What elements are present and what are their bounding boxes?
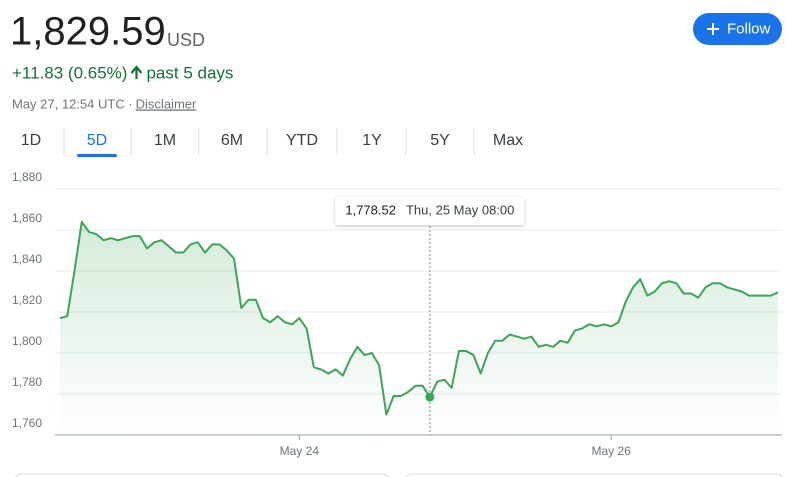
- y-tick-label: 1,760: [12, 416, 42, 430]
- follow-button-bg: [693, 13, 782, 45]
- follow-button[interactable]: Follow: [693, 13, 782, 45]
- currency: USD: [167, 30, 205, 50]
- timestamp: May 27, 12:54 UTC ·: [12, 96, 133, 111]
- follow-label: Follow: [727, 20, 771, 37]
- card-edge: [15, 473, 389, 477]
- y-tick-label: 1,880: [12, 170, 42, 184]
- y-tick-label: 1,780: [12, 375, 42, 389]
- plus-icon: [707, 23, 719, 35]
- price-line: [59, 220, 779, 416]
- price: 1,829.59: [10, 10, 166, 54]
- tab-indicator: [77, 154, 117, 157]
- disclaimer-link[interactable]: Disclaimer: [136, 96, 197, 111]
- hover-point: [425, 392, 435, 402]
- y-tick-label: 1,820: [12, 293, 42, 307]
- range-tabs: 1D 5D 1M 6M YTD 1Y 5Y Max: [21, 128, 523, 157]
- range-tab[interactable]: 1D: [21, 132, 41, 149]
- y-tick-label: 1,860: [12, 211, 42, 225]
- range-tab[interactable]: 5D: [87, 132, 107, 149]
- range-tab[interactable]: 1M: [154, 132, 176, 149]
- tooltip-value: 1,778.52: [345, 202, 396, 217]
- tooltip-box: [335, 197, 525, 225]
- chart: 1,760 1,780 1,800 1,820 1,840 1,860 1,880 May 2…: [12, 170, 782, 458]
- x-tick-label: May 24: [280, 444, 320, 458]
- tooltip-date: Thu, 25 May 08:00: [406, 202, 514, 217]
- card-edge: [405, 473, 783, 477]
- area: [60, 221, 778, 435]
- y-tick-label: 1,840: [12, 252, 42, 266]
- range-tab[interactable]: 5Y: [430, 132, 450, 149]
- y-tick-label: 1,800: [12, 334, 42, 348]
- range-tab[interactable]: YTD: [286, 132, 318, 149]
- x-tick-label: May 26: [592, 444, 632, 458]
- range-tab[interactable]: Max: [493, 132, 523, 149]
- up-arrow: [130, 65, 143, 79]
- period: past 5 days: [146, 63, 233, 82]
- range-tab[interactable]: 1Y: [362, 132, 382, 149]
- change: +11.83 (0.65%): [12, 63, 127, 82]
- range-tab[interactable]: 6M: [221, 132, 243, 149]
